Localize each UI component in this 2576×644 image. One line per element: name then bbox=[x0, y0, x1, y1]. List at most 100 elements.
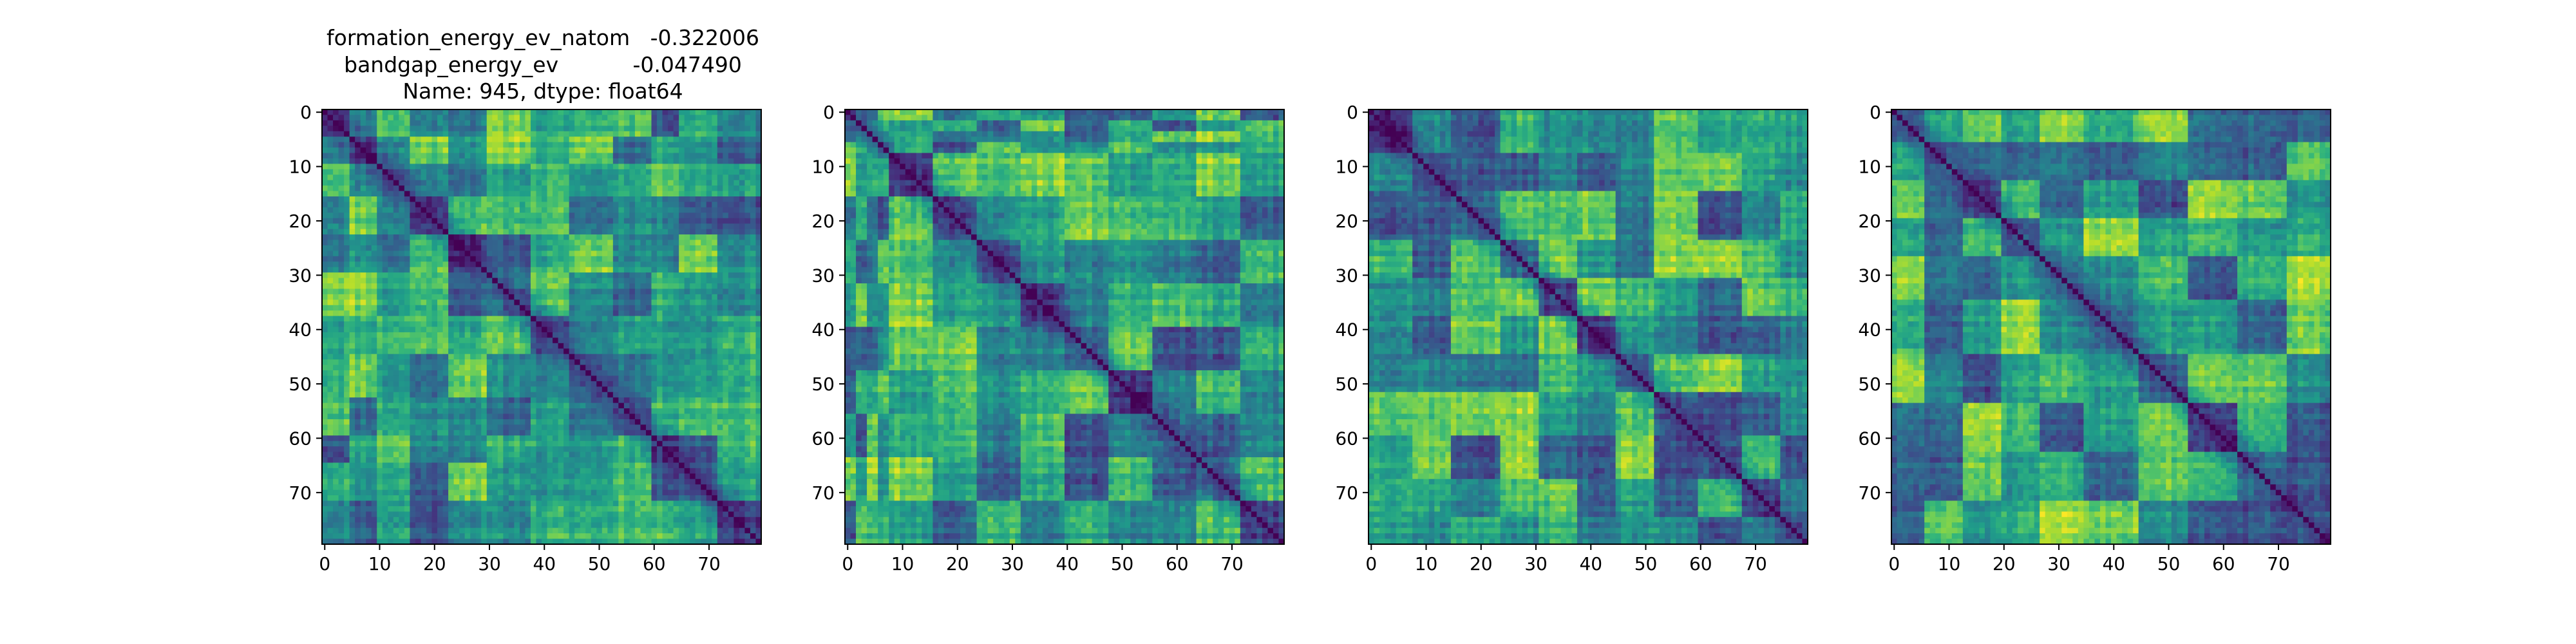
heatmap-cell bbox=[558, 164, 564, 170]
heatmap-cell bbox=[591, 196, 597, 203]
heatmap-cell bbox=[673, 424, 679, 431]
heatmap-cell bbox=[607, 185, 614, 192]
heatmap-cell bbox=[607, 397, 614, 404]
heatmap-cell bbox=[464, 131, 471, 137]
heatmap-cell bbox=[585, 392, 592, 398]
heatmap-cell bbox=[459, 332, 466, 338]
heatmap-cell bbox=[481, 430, 488, 436]
heatmap-cell bbox=[448, 359, 455, 366]
heatmap-cell bbox=[629, 158, 636, 164]
heatmap-cell bbox=[415, 348, 422, 355]
heatmap-cell bbox=[755, 337, 762, 344]
heatmap-cell bbox=[448, 294, 455, 300]
heatmap-cell bbox=[388, 337, 394, 344]
heatmap-cell bbox=[492, 185, 498, 192]
heatmap-cell bbox=[475, 261, 482, 268]
heatmap-cell bbox=[734, 267, 740, 273]
heatmap-cell bbox=[377, 440, 383, 447]
heatmap-cell bbox=[673, 131, 679, 137]
heatmap-cell bbox=[623, 365, 630, 371]
heatmap-cell bbox=[355, 191, 361, 197]
heatmap-cell bbox=[470, 392, 477, 398]
heatmap-cell bbox=[723, 354, 729, 360]
heatmap-cell bbox=[629, 327, 636, 333]
heatmap-cell bbox=[404, 337, 411, 344]
heatmap-cell bbox=[410, 126, 416, 132]
heatmap-cell bbox=[393, 343, 399, 349]
heatmap-cell bbox=[371, 386, 377, 393]
heatmap-cell bbox=[448, 365, 455, 371]
heatmap-cell bbox=[486, 359, 493, 366]
heatmap-cell bbox=[580, 115, 586, 121]
heatmap-cell bbox=[536, 435, 542, 442]
heatmap-cell bbox=[596, 337, 603, 344]
heatmap-cell bbox=[355, 256, 361, 262]
heatmap-cell bbox=[629, 115, 636, 121]
heatmap-cell bbox=[519, 191, 526, 197]
heatmap-cell bbox=[338, 440, 345, 447]
heatmap-cell bbox=[668, 419, 674, 425]
heatmap-cell bbox=[629, 424, 636, 431]
heatmap-cell bbox=[393, 175, 399, 181]
heatmap-cell bbox=[750, 115, 757, 121]
heatmap-cell bbox=[459, 435, 466, 442]
heatmap-cell bbox=[481, 424, 488, 431]
heatmap-cell bbox=[437, 327, 444, 333]
heatmap-cell bbox=[360, 169, 366, 175]
heatmap-cell bbox=[596, 207, 603, 213]
heatmap-cell bbox=[338, 278, 345, 284]
heatmap-cell bbox=[486, 169, 493, 175]
heatmap-cell bbox=[388, 207, 394, 213]
heatmap-cell bbox=[519, 299, 526, 306]
heatmap-cell bbox=[623, 294, 630, 300]
heatmap-cell bbox=[679, 435, 685, 442]
heatmap-cell bbox=[470, 278, 477, 284]
heatmap-cell bbox=[377, 120, 383, 126]
heatmap-cell bbox=[431, 158, 438, 164]
heatmap-cell bbox=[442, 413, 449, 420]
heatmap-cell bbox=[542, 234, 548, 241]
heatmap-cell bbox=[717, 310, 723, 317]
heatmap-cell bbox=[442, 256, 449, 262]
heatmap-cell bbox=[701, 424, 707, 431]
heatmap-cell bbox=[618, 332, 625, 338]
heatmap-cell bbox=[333, 191, 339, 197]
heatmap-cell bbox=[404, 115, 411, 121]
heatmap-cell bbox=[580, 305, 586, 311]
heatmap-cell bbox=[371, 370, 377, 377]
heatmap-cell bbox=[640, 169, 647, 175]
heatmap-cell bbox=[723, 153, 729, 159]
heatmap-cell bbox=[327, 446, 334, 453]
heatmap-cell bbox=[393, 158, 399, 164]
heatmap-cell bbox=[508, 126, 515, 132]
heatmap-cell bbox=[651, 196, 658, 203]
heatmap-cell bbox=[717, 305, 723, 311]
heatmap-cell bbox=[464, 245, 471, 251]
heatmap-cell bbox=[448, 153, 455, 159]
heatmap-cell bbox=[569, 164, 575, 170]
heatmap-cell bbox=[662, 408, 668, 415]
heatmap-cell bbox=[349, 397, 355, 404]
heatmap-cell bbox=[723, 131, 729, 137]
heatmap-cell bbox=[344, 147, 350, 154]
heatmap-cell bbox=[596, 126, 603, 132]
heatmap-cell bbox=[657, 261, 663, 268]
heatmap-cell bbox=[448, 299, 455, 306]
heatmap-cell bbox=[519, 115, 526, 121]
heatmap-cell bbox=[580, 196, 586, 203]
heatmap-cell bbox=[679, 408, 685, 415]
heatmap-cell bbox=[607, 207, 614, 213]
heatmap-cell bbox=[623, 251, 630, 257]
heatmap-cell bbox=[657, 240, 663, 246]
heatmap-cell bbox=[640, 223, 647, 230]
heatmap-cell bbox=[349, 267, 355, 273]
heatmap-cell bbox=[679, 354, 685, 360]
heatmap-cell bbox=[377, 202, 383, 208]
heatmap-cell bbox=[547, 109, 553, 116]
heatmap-cell bbox=[634, 191, 641, 197]
heatmap-cell bbox=[371, 175, 377, 181]
heatmap-cell bbox=[657, 316, 663, 322]
heatmap-cell bbox=[514, 337, 520, 344]
heatmap-cell bbox=[618, 392, 625, 398]
heatmap-cell bbox=[481, 185, 488, 192]
